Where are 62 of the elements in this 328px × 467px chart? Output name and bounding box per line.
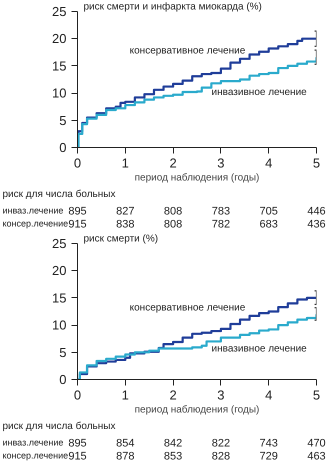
- text: 822: [212, 438, 230, 450]
- text: 854: [116, 438, 134, 450]
- text: 743: [260, 438, 278, 450]
- y-tick-label: 0: [59, 140, 67, 155]
- text: 842: [164, 438, 182, 450]
- text: 878: [116, 450, 134, 462]
- series-label: инвазивное лечение: [212, 344, 308, 355]
- y-tick-label: 25: [52, 4, 67, 19]
- series-label: консервативное лечение: [130, 302, 246, 314]
- text: 436: [307, 218, 326, 230]
- text: 683: [260, 218, 278, 230]
- x-tick-label: 0: [74, 156, 82, 170]
- text: 470: [307, 438, 326, 450]
- x-tick-label: 2: [169, 156, 177, 170]
- x-tick-label: 0: [74, 388, 82, 402]
- text: 808: [164, 218, 182, 230]
- text: 729: [260, 450, 278, 462]
- text: 895: [68, 206, 87, 218]
- text: 895: [68, 438, 87, 450]
- y-axis-title: риск смерти и инфаркта миокарда (%): [84, 2, 262, 12]
- series-label: инвазивное лечение: [212, 87, 308, 98]
- text: консер.лечение: [2, 450, 68, 460]
- text: 915: [68, 450, 87, 462]
- text: 838: [116, 218, 134, 230]
- text: 915: [68, 218, 87, 230]
- x-tick-label: 2: [169, 388, 177, 402]
- x-tick-label: 4: [265, 156, 272, 170]
- x-tick-label: 1: [122, 388, 129, 402]
- y-tick-label: 15: [52, 290, 67, 306]
- text: 782: [212, 218, 230, 230]
- x-tick-label: 4: [265, 388, 272, 402]
- text: 783: [212, 206, 230, 218]
- y-tick-label: 15: [52, 58, 67, 74]
- x-tick-label: 3: [217, 156, 225, 170]
- text: 808: [164, 206, 182, 218]
- y-tick-label: 10: [52, 86, 67, 101]
- x-axis-title: период наблюдения (годы): [134, 404, 260, 416]
- text: 853: [164, 450, 182, 462]
- text: риск для числа больных: [2, 421, 116, 432]
- x-axis-title: период наблюдения (годы): [134, 172, 260, 184]
- series-label: консервативное лечение: [130, 46, 246, 57]
- x-tick-label: 5: [312, 388, 320, 402]
- text: 828: [212, 450, 230, 462]
- text: 705: [260, 206, 278, 218]
- text: 463: [307, 450, 326, 462]
- text: 446: [307, 206, 326, 218]
- text: 827: [116, 206, 134, 218]
- x-tick-label: 5: [312, 156, 320, 170]
- text: риск для числа больных: [2, 189, 116, 200]
- text: инваз.лечение: [2, 438, 64, 448]
- y-tick-label: 10: [52, 318, 67, 333]
- text: инваз.лечение: [2, 206, 64, 216]
- y-tick-label: 20: [52, 263, 67, 278]
- y-tick-label: 25: [52, 236, 67, 251]
- y-tick-label: 5: [59, 112, 67, 128]
- x-tick-label: 1: [122, 156, 129, 170]
- y-tick-label: 20: [52, 31, 67, 46]
- x-tick-label: 3: [217, 388, 225, 402]
- y-tick-label: 5: [59, 344, 67, 360]
- y-axis-title: риск смерти (%): [84, 234, 158, 244]
- text: консер.лечение: [2, 218, 68, 228]
- y-tick-label: 0: [59, 372, 67, 387]
